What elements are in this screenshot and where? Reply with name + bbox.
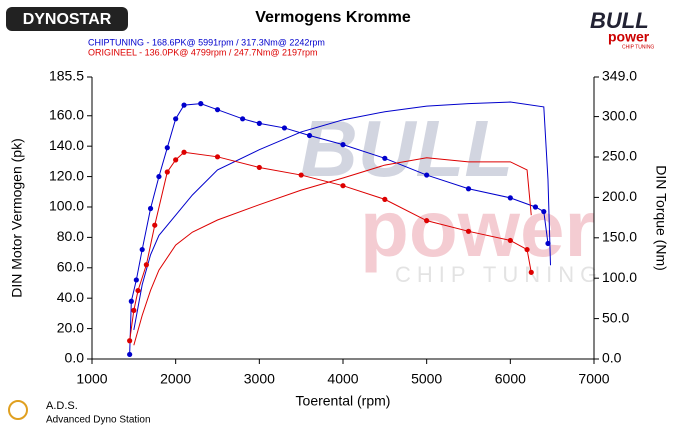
series-marker xyxy=(524,246,530,253)
series-marker xyxy=(198,101,204,107)
series-marker xyxy=(541,208,547,215)
series-marker xyxy=(143,262,149,268)
series-marker xyxy=(424,172,430,178)
chart-title: Vermogens Kromme xyxy=(255,9,411,26)
ads-title: A.D.S. xyxy=(46,400,78,412)
dynostar-logo xyxy=(6,7,128,31)
series-marker xyxy=(507,195,513,201)
y-tick-label: 185.5 xyxy=(49,68,84,84)
watermark-chip: CHIP TUNING xyxy=(395,262,603,287)
dynostar-text: DYNOSTAR xyxy=(23,11,112,28)
series-marker xyxy=(532,204,539,210)
y2-tick-label: 100.0 xyxy=(602,269,637,285)
y2-tick-label: 50.0 xyxy=(602,309,629,325)
y-axis-label: DIN Motor Vermogen (pk) xyxy=(9,138,25,298)
series-marker xyxy=(173,157,179,163)
watermark-bull: BULL xyxy=(300,104,513,193)
series-marker xyxy=(382,196,388,202)
series-marker xyxy=(424,218,430,224)
series-marker xyxy=(214,154,221,160)
series-marker xyxy=(135,287,141,294)
series-marker xyxy=(147,205,154,212)
series-marker xyxy=(306,132,313,139)
series-marker xyxy=(156,173,162,180)
y2-tick-label: 0.0 xyxy=(602,350,622,366)
series-marker xyxy=(382,155,388,161)
x-tick-label: 7000 xyxy=(578,371,609,387)
series-marker xyxy=(214,107,221,113)
series-marker xyxy=(181,102,187,108)
y2-tick-label: 300.0 xyxy=(602,107,637,123)
series-marker xyxy=(152,222,158,228)
power-logo: power xyxy=(608,29,650,45)
series-marker xyxy=(545,240,551,247)
y-tick-label: 120.0 xyxy=(49,167,84,183)
series-marker xyxy=(173,116,179,122)
series-marker xyxy=(298,172,304,178)
bull-logo: BULL xyxy=(590,8,649,33)
legend-entry: CHIPTUNING - 168.6PK@ 5991rpm / 317.3Nm@… xyxy=(88,37,325,47)
series-marker xyxy=(127,351,133,358)
series-marker xyxy=(256,120,262,126)
y-tick-label: 60.0 xyxy=(57,258,84,274)
series-marker xyxy=(128,298,134,304)
chip-logo: CHIP TUNING xyxy=(622,44,654,50)
y2-tick-label: 349.0 xyxy=(602,68,637,84)
y-tick-label: 100.0 xyxy=(49,198,84,214)
series-marker xyxy=(164,169,170,175)
series-marker xyxy=(164,145,170,151)
series-marker xyxy=(281,125,288,131)
x-tick-label: 6000 xyxy=(495,371,526,387)
y-tick-label: 140.0 xyxy=(49,137,84,153)
series-marker xyxy=(127,338,133,344)
x-axis-label: Toerental (rpm) xyxy=(296,393,391,409)
watermark: BULL power CHIP TUNING xyxy=(300,104,603,287)
y2-tick-label: 150.0 xyxy=(602,228,637,244)
y2-axis-label: DIN Torque (Nm) xyxy=(653,165,669,271)
watermark-power: power xyxy=(360,184,596,273)
x-tick-label: 5000 xyxy=(411,371,442,387)
y-tick-label: 40.0 xyxy=(57,289,84,305)
ads-subtitle: Advanced Dyno Station xyxy=(46,415,151,426)
series-marker xyxy=(465,186,472,192)
legend-entry: ORIGINEEL - 136.0PK@ 4799rpm / 247.7Nm@ … xyxy=(88,47,318,57)
x-tick-label: 1000 xyxy=(76,371,107,387)
series-marker xyxy=(240,116,246,122)
series-marker xyxy=(465,228,472,234)
series-marker xyxy=(139,246,145,253)
series-line xyxy=(133,157,532,346)
y2-tick-label: 250.0 xyxy=(602,148,637,164)
y2-tick-label: 200.0 xyxy=(602,188,637,204)
series-marker xyxy=(256,164,262,171)
ads-icon xyxy=(8,400,28,420)
x-tick-label: 4000 xyxy=(327,371,358,387)
series-marker xyxy=(340,183,346,189)
y-tick-label: 20.0 xyxy=(57,319,84,335)
series-marker xyxy=(507,237,513,244)
y-tick-label: 0.0 xyxy=(65,350,85,366)
y-tick-label: 160.0 xyxy=(49,106,84,122)
series-marker xyxy=(133,277,139,283)
series-marker xyxy=(340,142,346,148)
series-line xyxy=(129,151,532,341)
y-tick-label: 80.0 xyxy=(57,228,84,244)
x-tick-label: 3000 xyxy=(244,371,275,387)
series-marker xyxy=(528,269,534,275)
series-marker xyxy=(181,149,187,155)
series-marker xyxy=(131,307,137,313)
x-tick-label: 2000 xyxy=(160,371,191,387)
series-line xyxy=(133,101,551,331)
